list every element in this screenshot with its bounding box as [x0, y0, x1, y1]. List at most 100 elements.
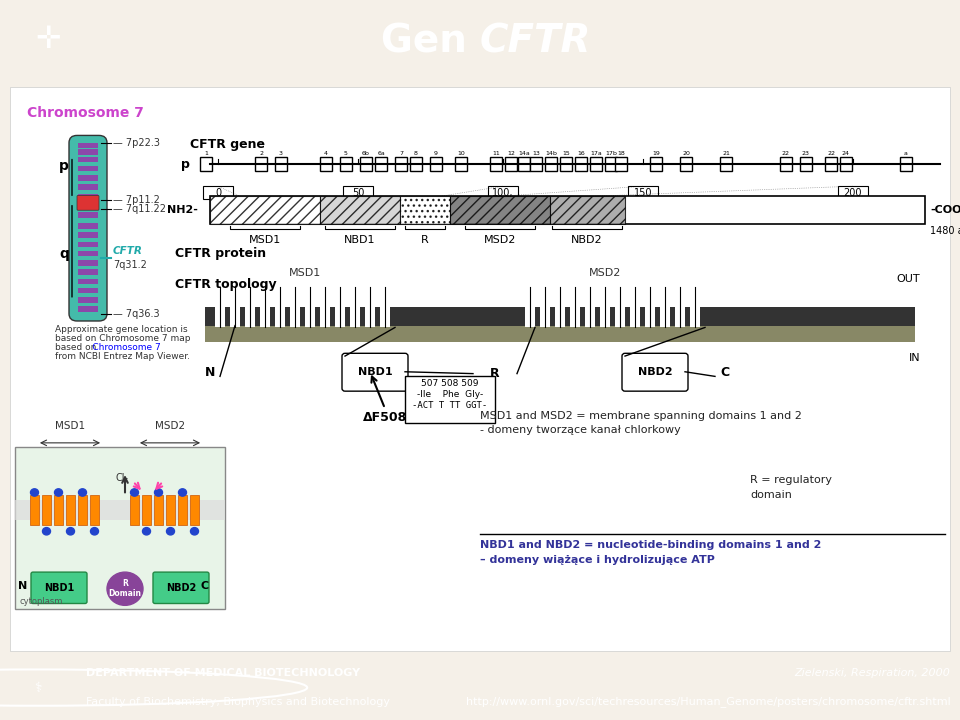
Bar: [78, 495, 87, 525]
Bar: [570, 286, 580, 328]
Text: 150: 150: [634, 188, 652, 198]
Text: 19: 19: [652, 150, 660, 156]
Text: 5: 5: [344, 150, 348, 156]
Text: R: R: [491, 367, 500, 380]
Bar: [605, 157, 617, 171]
Bar: [555, 286, 565, 328]
Text: CFTR topology: CFTR topology: [175, 278, 276, 291]
Text: MSD2: MSD2: [588, 268, 621, 278]
Bar: [410, 157, 422, 171]
Text: q: q: [60, 246, 69, 261]
Text: 8: 8: [414, 150, 418, 156]
Text: CFTR protein: CFTR protein: [175, 247, 266, 260]
Bar: [54, 495, 63, 525]
FancyBboxPatch shape: [77, 195, 99, 210]
Circle shape: [155, 489, 162, 496]
Text: 14a: 14a: [518, 150, 530, 156]
Circle shape: [66, 528, 75, 535]
Text: 200: 200: [844, 188, 862, 198]
Text: 13: 13: [532, 150, 540, 156]
Text: — 7q11.22: — 7q11.22: [113, 204, 166, 215]
Text: a: a: [904, 150, 908, 156]
Text: MSD1: MSD1: [249, 235, 281, 245]
Text: 11: 11: [492, 150, 500, 156]
Bar: [215, 286, 225, 328]
Bar: [245, 286, 255, 328]
Bar: [78, 166, 98, 171]
Text: NBD2: NBD2: [166, 582, 196, 593]
Text: 2: 2: [259, 150, 263, 156]
Text: based on: based on: [55, 343, 99, 352]
Text: - domeny tworzące kanał chlorkowy: - domeny tworzące kanał chlorkowy: [480, 426, 681, 436]
Bar: [615, 157, 627, 171]
Text: 12: 12: [507, 150, 515, 156]
Text: 15: 15: [563, 150, 570, 156]
Bar: [630, 286, 640, 328]
Bar: [455, 157, 467, 171]
Bar: [650, 157, 662, 171]
Text: 22: 22: [782, 150, 790, 156]
Circle shape: [107, 572, 143, 606]
Bar: [166, 495, 175, 525]
Text: N: N: [204, 366, 215, 379]
Text: NBD1: NBD1: [358, 366, 393, 377]
Text: ⚕: ⚕: [35, 680, 42, 695]
Text: 16: 16: [577, 150, 585, 156]
Bar: [840, 157, 852, 171]
Bar: [255, 157, 267, 171]
FancyBboxPatch shape: [622, 354, 688, 391]
Text: 17a: 17a: [590, 150, 602, 156]
Bar: [230, 286, 240, 328]
Text: NBD1: NBD1: [44, 582, 74, 593]
Bar: [78, 233, 98, 238]
Text: domain: domain: [750, 490, 792, 500]
Text: http://www.ornl.gov/sci/techresources/Human_Genome/posters/chromosome/cftr.shtml: http://www.ornl.gov/sci/techresources/Hu…: [466, 696, 950, 707]
Bar: [585, 286, 595, 328]
Text: 20: 20: [682, 150, 690, 156]
Bar: [335, 286, 345, 328]
Text: 1: 1: [204, 150, 208, 156]
Bar: [205, 325, 915, 342]
Text: Cl-: Cl-: [115, 474, 128, 483]
Bar: [800, 157, 812, 171]
Circle shape: [190, 528, 199, 535]
Text: Chromosome 7: Chromosome 7: [27, 106, 143, 120]
Text: Faculty of Biochemistry, Biophysics and Biotechnology: Faculty of Biochemistry, Biophysics and …: [86, 697, 391, 707]
Bar: [395, 157, 407, 171]
Circle shape: [131, 489, 138, 496]
Text: IN: IN: [908, 354, 920, 364]
Text: from NCBI Entrez Map Viewer.: from NCBI Entrez Map Viewer.: [55, 352, 190, 361]
Text: OUT: OUT: [897, 274, 920, 284]
Circle shape: [42, 528, 51, 535]
Circle shape: [142, 528, 151, 535]
Text: 7: 7: [399, 150, 403, 156]
Text: MSD1: MSD1: [289, 268, 322, 278]
Text: 22: 22: [827, 150, 835, 156]
Bar: [488, 186, 518, 199]
Text: – domeny wiążące i hydrolizujące ATP: – domeny wiążące i hydrolizujące ATP: [480, 554, 715, 564]
Bar: [78, 279, 98, 284]
Bar: [130, 495, 139, 525]
Bar: [360, 157, 372, 171]
Bar: [375, 157, 387, 171]
Bar: [78, 203, 98, 208]
Text: C: C: [201, 581, 209, 590]
Bar: [78, 194, 98, 199]
Bar: [90, 495, 99, 525]
Bar: [545, 157, 557, 171]
Text: 0: 0: [215, 188, 221, 198]
Text: 17b: 17b: [605, 150, 617, 156]
FancyBboxPatch shape: [342, 354, 408, 391]
Bar: [380, 286, 390, 328]
Text: MSD2: MSD2: [484, 235, 516, 245]
FancyBboxPatch shape: [10, 87, 950, 651]
Text: 21: 21: [722, 150, 730, 156]
Bar: [142, 495, 151, 525]
Bar: [78, 288, 98, 293]
Text: N: N: [18, 581, 28, 590]
Text: 7q31.2: 7q31.2: [113, 260, 147, 270]
Bar: [78, 297, 98, 302]
Bar: [320, 157, 332, 171]
Bar: [190, 495, 199, 525]
Text: 100,: 100,: [492, 188, 514, 198]
